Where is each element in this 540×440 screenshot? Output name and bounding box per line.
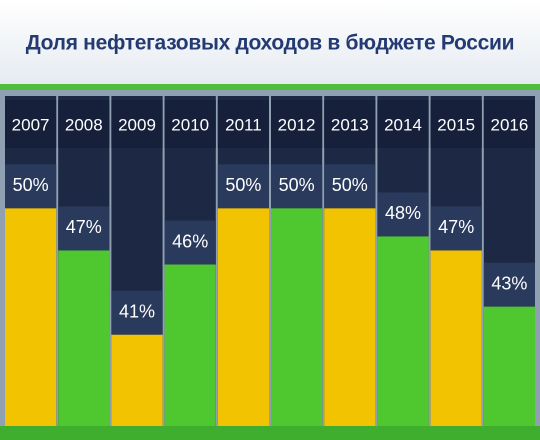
value-label: 43%	[491, 273, 527, 293]
bar	[271, 208, 323, 426]
value-label: 48%	[385, 203, 421, 223]
x-tick-label: 2010	[171, 115, 209, 134]
value-label: 50%	[225, 175, 261, 195]
bar	[430, 250, 482, 426]
x-tick-label: 2007	[12, 115, 50, 134]
value-label: 47%	[66, 217, 102, 237]
value-label: 41%	[119, 301, 155, 321]
x-tick-label: 2016	[490, 115, 528, 134]
x-tick-label: 2012	[278, 115, 316, 134]
value-label: 50%	[332, 175, 368, 195]
bar	[324, 208, 376, 426]
value-label: 50%	[13, 175, 49, 195]
label-box	[483, 262, 535, 307]
year-cell	[430, 100, 482, 148]
x-tick-label: 2015	[437, 115, 475, 134]
label-box	[164, 220, 216, 265]
value-label: 50%	[279, 175, 315, 195]
label-box	[430, 206, 482, 251]
year-cell	[111, 100, 163, 148]
bar	[217, 208, 269, 426]
value-label: 47%	[438, 217, 474, 237]
label-box	[111, 290, 163, 335]
x-tick-label: 2008	[65, 115, 103, 134]
bar	[377, 236, 429, 426]
chart-title: Доля нефтегазовых доходов в бюджете Росс…	[26, 32, 515, 55]
x-tick-label: 2013	[331, 115, 369, 134]
year-cell	[324, 100, 376, 148]
label-box	[58, 206, 110, 251]
label-box	[377, 192, 429, 237]
year-cell	[58, 100, 110, 148]
x-tick-label: 2011	[225, 115, 262, 134]
bar	[111, 334, 163, 426]
bottom-strip	[0, 426, 540, 440]
bar	[164, 264, 216, 426]
year-cell	[164, 100, 216, 148]
x-tick-label: 2009	[118, 115, 156, 134]
value-label: 46%	[172, 231, 208, 251]
label-box	[271, 164, 323, 209]
label-box	[217, 164, 269, 209]
year-cell	[271, 100, 323, 148]
year-cell	[217, 100, 269, 148]
bar	[5, 208, 57, 426]
year-cell	[5, 100, 57, 148]
title-underline	[0, 84, 540, 90]
year-cell	[377, 100, 429, 148]
label-box	[324, 164, 376, 209]
bar	[58, 250, 110, 426]
title-band	[0, 0, 540, 88]
bar	[483, 306, 535, 426]
x-tick-label: 2014	[384, 115, 422, 134]
year-cell	[483, 100, 535, 148]
label-box	[5, 164, 57, 209]
